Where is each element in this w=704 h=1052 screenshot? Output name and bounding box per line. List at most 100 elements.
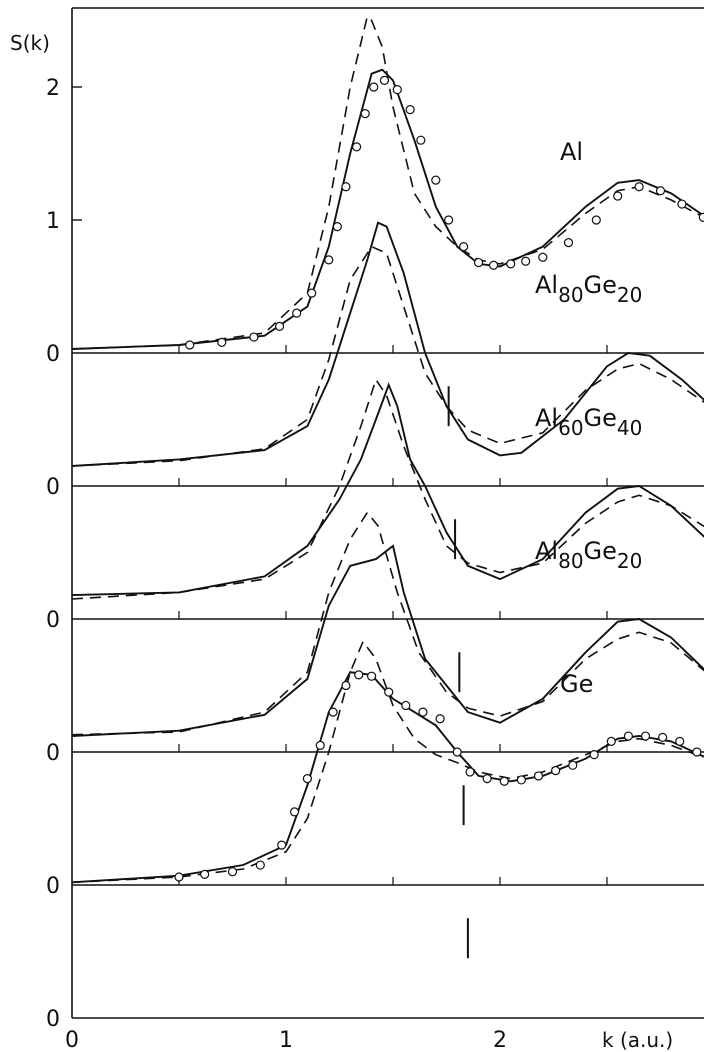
data-point-circle <box>551 766 561 776</box>
data-point-circle <box>307 288 317 298</box>
data-point-circle <box>568 760 578 770</box>
panel-label: Al80Ge20 <box>535 271 642 307</box>
baseline-zero-label: 0 <box>46 874 60 899</box>
data-point-circle <box>465 767 475 777</box>
data-point-circle <box>405 105 415 115</box>
data-point-circle <box>384 687 394 697</box>
data-point-circle <box>606 736 616 746</box>
data-point-circle <box>563 238 574 248</box>
panel-label-element: Ge <box>584 404 617 432</box>
dashed-curve <box>71 377 704 600</box>
data-point-circle <box>416 135 426 145</box>
data-point-circle <box>341 182 351 192</box>
data-point-circle <box>274 321 285 331</box>
baseline-zero-label: 0 <box>46 608 60 633</box>
data-point-circle <box>277 840 287 850</box>
data-point-circle <box>533 771 544 781</box>
data-point-circle <box>379 75 390 85</box>
data-point-circle <box>435 714 445 724</box>
data-point-circle <box>655 186 666 196</box>
y-tick-label: 1 <box>46 209 60 234</box>
solid-curve <box>71 221 704 467</box>
solid-curve <box>71 68 704 350</box>
data-point-circle <box>521 256 531 266</box>
data-point-circle <box>354 670 364 680</box>
panel-label-element: Ge <box>584 271 617 299</box>
solid-curve <box>71 382 704 597</box>
y-axis-label: S(k) <box>10 31 50 55</box>
data-point-circle <box>324 255 334 265</box>
dashed-curve <box>71 511 704 736</box>
panel-label-element: Al <box>535 537 558 565</box>
solid-curve <box>71 544 704 737</box>
data-point-circle <box>328 707 338 717</box>
data-point-circle <box>418 707 428 717</box>
data-point-circle <box>249 332 259 342</box>
panel-label: Al60Ge40 <box>535 404 642 440</box>
y-tick-label: 2 <box>46 76 60 101</box>
panel-label-subscript: 80 <box>558 549 583 573</box>
panel-label-subscript: 60 <box>558 416 583 440</box>
baseline-zero-label: 0 <box>46 741 60 766</box>
dashed-curve <box>71 14 704 350</box>
data-point-circle <box>315 740 325 750</box>
data-point-circle <box>613 191 623 201</box>
baseline-zero-label: 0 <box>46 342 60 367</box>
x-tick-label: 2 <box>493 1028 507 1052</box>
baseline-zero-label: 0 <box>46 1007 60 1032</box>
data-point-circle <box>591 215 601 225</box>
data-point-circle <box>444 215 454 225</box>
data-point-circle <box>431 175 441 185</box>
data-point-circle <box>488 260 499 270</box>
panel-label-subscript: 20 <box>617 283 642 307</box>
panel-label-subscript: 40 <box>617 416 642 440</box>
data-point-circle <box>516 775 527 785</box>
x-tick-label: 0 <box>65 1028 79 1052</box>
data-point-circle <box>538 252 548 262</box>
data-point-circle <box>352 142 362 152</box>
data-point-circle <box>698 212 704 222</box>
panel-label-element: Ge <box>584 537 617 565</box>
data-point-circle <box>589 750 599 760</box>
data-point-circle <box>692 747 702 757</box>
dashed-curve <box>71 639 704 884</box>
data-point-circle <box>401 700 411 711</box>
data-point-circle <box>482 773 492 784</box>
x-tick-label: 1 <box>279 1028 293 1052</box>
data-point-circle <box>459 242 469 252</box>
data-point-circle <box>658 732 668 742</box>
data-point-circle <box>474 257 484 268</box>
panel-label-subscript: 80 <box>558 283 583 307</box>
panel-label: Al80Ge20 <box>535 537 642 573</box>
data-point-circle <box>367 671 377 681</box>
data-point-circle <box>255 860 265 870</box>
data-point-circle <box>332 222 342 232</box>
data-point-circle <box>185 340 195 350</box>
panel-label-subscript: 20 <box>617 549 642 573</box>
data-point-circle <box>217 337 227 347</box>
data-point-circle <box>675 736 685 746</box>
panel-label: Ge <box>560 670 593 698</box>
data-point-circle <box>452 747 462 757</box>
data-point-circle <box>634 182 644 192</box>
data-point-circle <box>369 82 379 92</box>
data-point-circle <box>623 731 634 741</box>
data-point-circle <box>677 199 687 209</box>
data-point-circle <box>292 308 302 318</box>
data-point-circle <box>360 108 370 119</box>
data-point-circle <box>640 731 651 741</box>
data-point-circle <box>392 85 402 95</box>
data-point-circle <box>341 680 351 691</box>
solid-curve <box>71 671 704 884</box>
data-point-circle <box>499 776 509 786</box>
x-axis-label: k (a.u.) <box>602 1028 673 1052</box>
data-point-circle <box>302 773 312 784</box>
data-point-circle <box>174 872 184 882</box>
baseline-zero-label: 0 <box>46 475 60 500</box>
panel-label-element: Al <box>535 404 558 432</box>
data-point-circle <box>289 807 300 817</box>
panel-label-element: Al <box>535 271 558 299</box>
data-point-circle <box>506 259 516 269</box>
data-point-circle <box>200 869 210 879</box>
